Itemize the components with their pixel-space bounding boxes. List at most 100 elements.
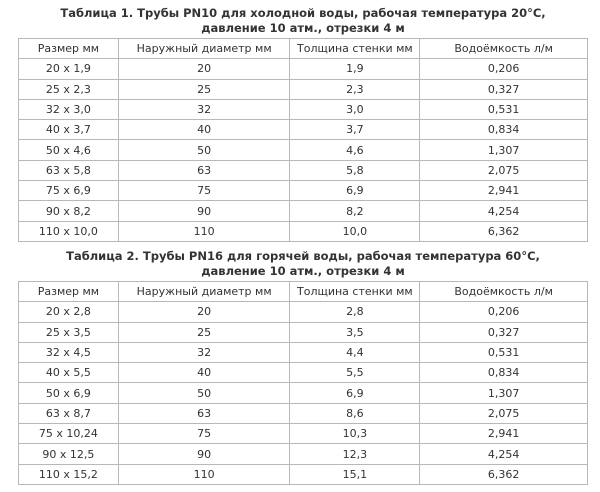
table-cell: 90	[117, 443, 291, 465]
table-cell: 63	[117, 402, 291, 425]
table-cell: 32 x 4,5	[18, 341, 119, 364]
table-cell: 110 x 15,2	[18, 463, 119, 485]
table-cell: 50 x 4,6	[18, 139, 119, 161]
table-row: 50 x 4,6 50 4,6 1,307	[18, 139, 588, 161]
table-cell: 8,6	[289, 402, 421, 425]
table-cell: 0,327	[419, 321, 588, 343]
table-cell: 110	[117, 463, 291, 485]
table-cell: 63 x 5,8	[18, 159, 119, 182]
table-body: Размер мм Наружный диаметр мм Толщина стен…	[18, 280, 588, 485]
title-line: давление 10 атм., отрезки 4 м	[201, 264, 405, 278]
table-cell: 75	[117, 180, 291, 202]
table: Размер мм Наружный диаметр мм Толщина стен…	[18, 37, 588, 242]
table-row: 25 x 3,5 25 3,5 0,327	[18, 321, 588, 343]
table-row: 90 x 8,2 90 8,2 4,254	[18, 200, 588, 222]
table-cell: 110	[117, 220, 291, 242]
table-cell: 4,4	[289, 341, 421, 364]
table-cell: 4,6	[289, 139, 421, 161]
table: Размер мм Наружный диаметр мм Толщина стен…	[18, 280, 588, 485]
table-cell: 3,7	[289, 119, 421, 141]
table-cell: 20 x 2,8	[18, 301, 119, 323]
table-cell: 20 x 1,9	[18, 58, 119, 80]
table-row: 40 x 5,5 40 5,5 0,834	[18, 362, 588, 384]
table-cell: 0,531	[419, 341, 588, 364]
table-cell: 4,254	[419, 200, 588, 222]
table-row: 20 x 1,9 20 1,9 0,206	[18, 58, 588, 80]
header-cell: Водоёмкость л/м	[419, 280, 588, 303]
table-cell: 32 x 3,0	[18, 98, 119, 121]
table-cell: 5,5	[289, 362, 421, 384]
table-body: Размер мм Наружный диаметр мм Толщина стен…	[18, 37, 588, 242]
table-cell: 25	[117, 78, 291, 100]
header-cell: Водоёмкость л/м	[419, 37, 588, 60]
table-cell: 4,254	[419, 443, 588, 465]
table-cell: 6,362	[419, 463, 588, 485]
table-cell: 40	[117, 362, 291, 384]
table-row: 90 x 12,5 90 12,3 4,254	[18, 443, 588, 465]
table-cell: 2,941	[419, 423, 588, 445]
header-cell: Наружный диаметр мм	[117, 280, 291, 303]
table-title: Таблица 2. Трубы PN16 для горячей воды, …	[18, 249, 588, 279]
header-row: Размер мм Наружный диаметр мм Толщина стен…	[18, 37, 588, 60]
table-cell: 63 x 8,7	[18, 402, 119, 425]
header-cell: Размер мм	[18, 37, 119, 60]
table-cell: 32	[117, 341, 291, 364]
header-cell: Наружный диаметр мм	[117, 37, 291, 60]
table-cell: 2,075	[419, 402, 588, 425]
table-cell: 63	[117, 159, 291, 182]
table-row: 63 x 8,7 63 8,6 2,075	[18, 402, 588, 425]
table-cell: 25 x 3,5	[18, 321, 119, 343]
table-cell: 5,8	[289, 159, 421, 182]
table-cell: 2,941	[419, 180, 588, 202]
header-cell: Толщина стенки мм	[289, 37, 421, 60]
table-cell: 6,9	[289, 382, 421, 404]
table-cell: 6,362	[419, 220, 588, 242]
table-row: 25 x 2,3 25 2,3 0,327	[18, 78, 588, 100]
table-cell: 3,5	[289, 321, 421, 343]
table-cell: 90	[117, 200, 291, 222]
table-cell: 20	[117, 301, 291, 323]
table-cell: 0,206	[419, 58, 588, 80]
header-row: Размер мм Наружный диаметр мм Толщина стен…	[18, 280, 588, 303]
table-block: Таблица 2. Трубы PN16 для горячей воды, …	[18, 249, 588, 485]
table-cell: 0,834	[419, 362, 588, 384]
table-row: 32 x 3,0 32 3,0 0,531	[18, 98, 588, 121]
table-cell: 40	[117, 119, 291, 141]
table-cell: 0,327	[419, 78, 588, 100]
table-cell: 1,9	[289, 58, 421, 80]
table-cell: 0,531	[419, 98, 588, 121]
table-cell: 2,8	[289, 301, 421, 323]
table-cell: 50	[117, 139, 291, 161]
table-cell: 12,3	[289, 443, 421, 465]
table-row: 50 x 6,9 50 6,9 1,307	[18, 382, 588, 404]
title-line: Таблица 1. Трубы PN10 для холодной воды,…	[60, 6, 546, 20]
table-cell: 90 x 12,5	[18, 443, 119, 465]
table-row: 63 x 5,8 63 5,8 2,075	[18, 159, 588, 182]
table-cell: 10,3	[289, 423, 421, 445]
table-row: 110 x 10,0 110 10,0 6,362	[18, 220, 588, 242]
table-row: 110 x 15,2 110 15,1 6,362	[18, 463, 588, 485]
title-line: Таблица 2. Трубы PN16 для горячей воды, …	[66, 249, 540, 263]
table-cell: 10,0	[289, 220, 421, 242]
header-cell: Толщина стенки мм	[289, 280, 421, 303]
table-cell: 20	[117, 58, 291, 80]
table-cell: 40 x 3,7	[18, 119, 119, 141]
table-cell: 2,075	[419, 159, 588, 182]
table-cell: 75 x 10,24	[18, 423, 119, 445]
table-row: 20 x 2,8 20 2,8 0,206	[18, 301, 588, 323]
table-title: Таблица 1. Трубы PN10 для холодной воды,…	[18, 6, 588, 36]
table-cell: 1,307	[419, 139, 588, 161]
table-cell: 8,2	[289, 200, 421, 222]
table-cell: 90 x 8,2	[18, 200, 119, 222]
table-row: 40 x 3,7 40 3,7 0,834	[18, 119, 588, 141]
table-cell: 0,834	[419, 119, 588, 141]
table-row: 75 x 6,9 75 6,9 2,941	[18, 180, 588, 202]
table-cell: 2,3	[289, 78, 421, 100]
table-cell: 75 x 6,9	[18, 180, 119, 202]
table-cell: 6,9	[289, 180, 421, 202]
header-cell: Размер мм	[18, 280, 119, 303]
table-cell: 15,1	[289, 463, 421, 485]
table-cell: 25	[117, 321, 291, 343]
table-cell: 75	[117, 423, 291, 445]
